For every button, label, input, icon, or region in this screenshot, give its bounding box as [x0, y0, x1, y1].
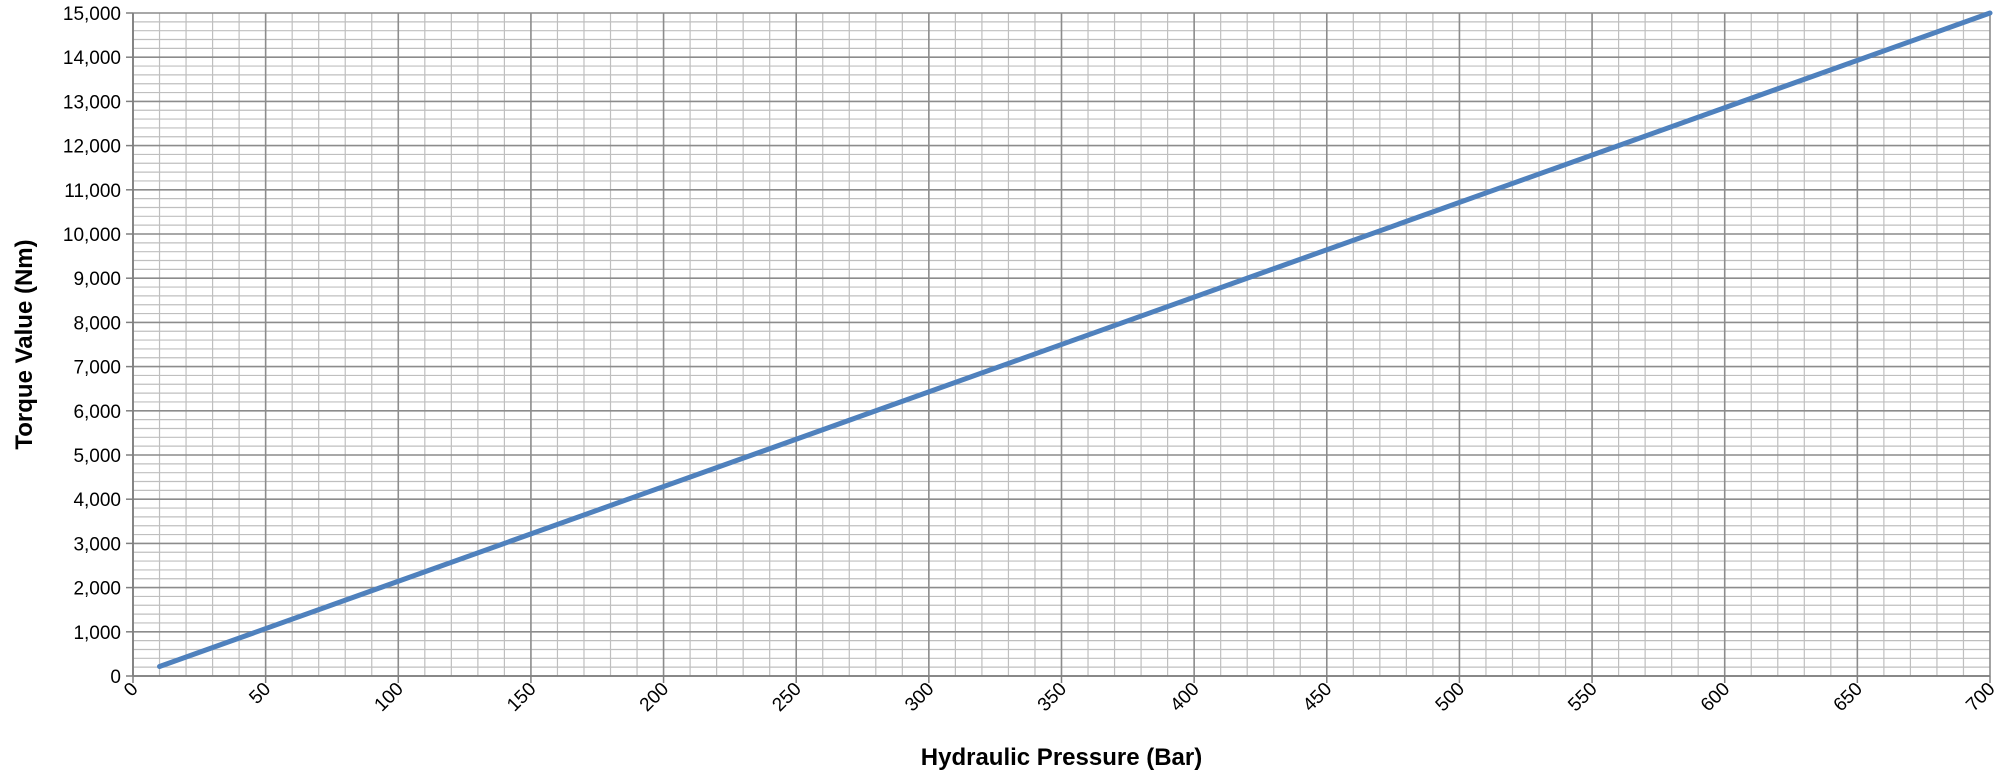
- x-tick-label: 500: [1432, 679, 1469, 716]
- x-tick-labels: 0 50 100 150 200 250 300 350 400 450 500 550 600 650 7…: [120, 679, 1999, 716]
- x-axis-title: Hydraulic Pressure (Bar): [921, 744, 1202, 771]
- x-tick-label: 50: [245, 679, 275, 709]
- y-tick-label: 6,000: [73, 402, 121, 423]
- x-tick-label: 0: [120, 679, 142, 701]
- major-gridlines: [132, 12, 1991, 677]
- y-tick-label: 2,000: [73, 579, 121, 600]
- y-tick-label: 1,000: [73, 623, 121, 644]
- y-tick-label: 13,000: [63, 92, 121, 113]
- x-tick-label: 150: [503, 679, 540, 716]
- x-tick-label: 450: [1299, 679, 1336, 716]
- series-line: [157, 10, 1993, 669]
- y-tick-label: 10,000: [63, 225, 121, 246]
- y-tick-label: 9,000: [73, 269, 121, 290]
- x-tick-label: 700: [1962, 679, 1999, 716]
- y-tick-label: 5,000: [73, 446, 121, 467]
- x-tick-label: 200: [636, 679, 673, 716]
- y-tick-label: 3,000: [73, 534, 121, 555]
- data-series: [157, 10, 1993, 669]
- y-tick-label: 4,000: [73, 490, 121, 511]
- x-tick-label: 550: [1564, 679, 1601, 716]
- y-tick-label: 0: [110, 667, 121, 688]
- axes: [126, 12, 1991, 683]
- y-tick-label: 12,000: [63, 137, 121, 158]
- x-tick-label: 250: [768, 679, 805, 716]
- x-tick-label: 350: [1034, 679, 1071, 716]
- y-tick-label: 7,000: [73, 358, 121, 379]
- y-tick-label: 8,000: [73, 313, 121, 334]
- x-tick-label: 600: [1697, 679, 1734, 716]
- x-tick-label: 400: [1166, 679, 1203, 716]
- y-axis-title: Torque Value (Nm): [11, 239, 38, 449]
- y-tick-labels: 0 1,000 2,000 3,000 4,000 5,000 6,000 7,000 8,00…: [63, 4, 121, 688]
- x-tick-label: 100: [371, 679, 408, 716]
- y-tick-label: 11,000: [64, 181, 121, 202]
- x-tick-label: 300: [901, 679, 938, 716]
- x-tick-label: 650: [1830, 679, 1867, 716]
- y-tick-label: 14,000: [63, 48, 121, 69]
- y-tick-label: 15,000: [63, 4, 121, 25]
